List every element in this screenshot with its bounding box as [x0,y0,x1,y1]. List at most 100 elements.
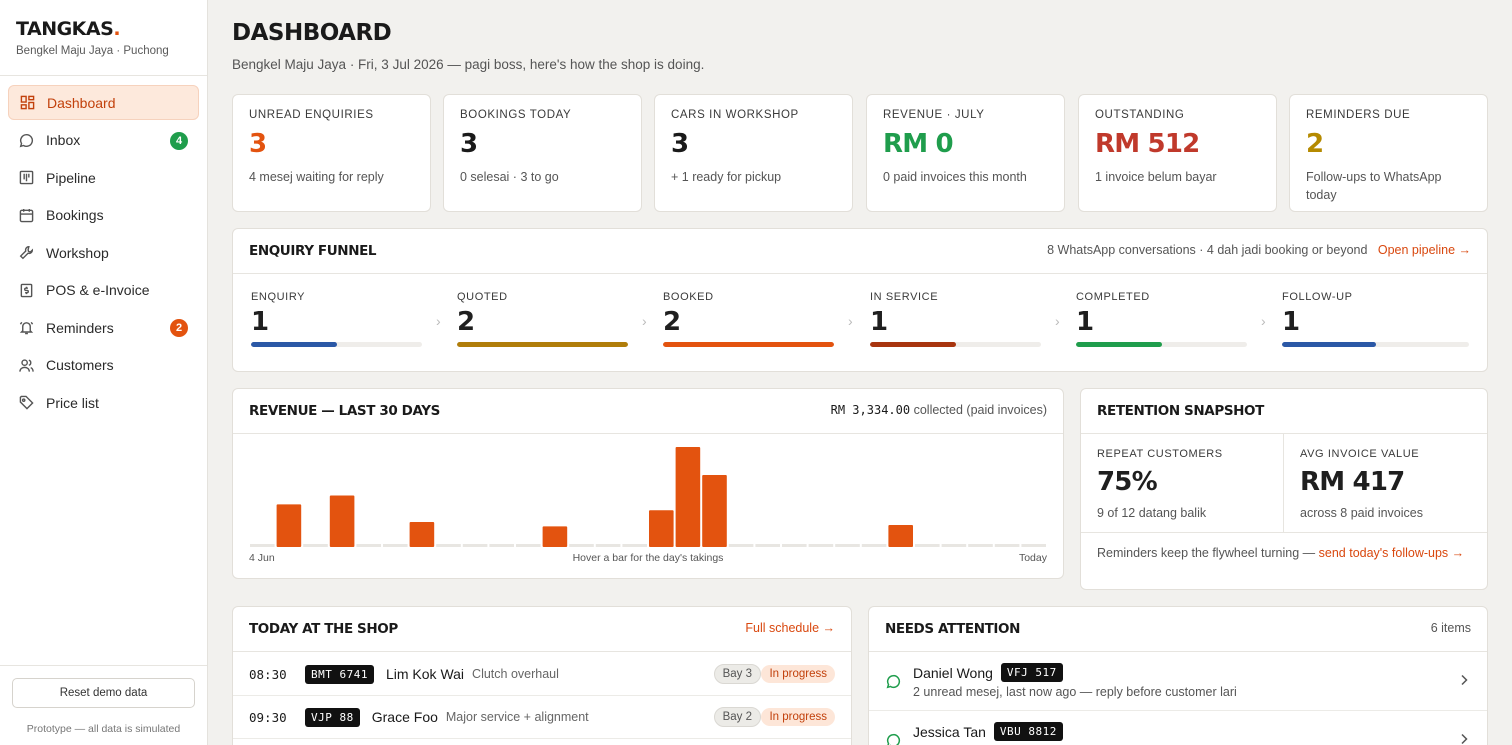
repeat-customers-note: 9 of 12 datang balik [1097,506,1207,520]
revenue-bar-25-jun[interactable] [808,544,834,547]
revenue-bar-6-jun[interactable] [303,544,328,547]
table-row[interactable]: 09:30 VJP 88 Grace Foo Major service + a… [233,696,851,739]
revenue-bar-22-jun[interactable] [728,544,754,547]
customer-name: Grace Foo [371,709,438,725]
revenue-bar-7-jun[interactable] [329,495,355,547]
funnel-stage-value: 1 [1282,307,1300,337]
revenue-header: REVENUE — LAST 30 DAYS RM 3,334.00 colle… [233,389,1063,434]
funnel-stage-label: QUOTED [457,291,508,303]
funnel-stage-bar [870,342,1041,347]
sidebar-item-pipeline[interactable]: Pipeline [8,160,199,195]
booking-time: 08:30 [249,666,287,682]
sidebar-item-label: Workshop [46,244,109,261]
funnel-stage-bar-fill [870,342,956,347]
revenue-bar-21-jun[interactable] [702,474,727,547]
needs-attention-card: NEEDS ATTENTION 6 items Daniel Wong VFJ … [868,606,1488,745]
revenue-bar-15-jun[interactable] [542,526,568,547]
revenue-bar-4-jun[interactable] [250,544,275,547]
revenue-bar-9-jun[interactable] [383,544,408,547]
revenue-bar-1-jul[interactable] [968,544,993,547]
revenue-bar-14-jun[interactable] [516,544,541,547]
sidebar-item-inbox[interactable]: Inbox 4 [8,123,199,158]
kpi-outstanding[interactable]: OUTSTANDING RM 512 1 invoice belum bayar [1078,94,1277,212]
revenue-bar-10-jun[interactable] [409,522,435,547]
full-schedule-link[interactable]: Full schedule → [745,621,835,635]
retention-title: RETENTION SNAPSHOT [1097,403,1264,419]
retention-card: RETENTION SNAPSHOT REPEAT CUSTOMERS 75% … [1080,388,1488,590]
today-at-shop-card: TODAY AT THE SHOP Full schedule → 08:30 … [232,606,852,745]
kanban-icon [18,170,34,186]
revenue-title: REVENUE — LAST 30 DAYS [249,403,440,419]
retention-footer: Reminders keep the flywheel turning — se… [1097,546,1465,560]
receipt-icon [18,282,34,298]
chevron-right-icon: › [1055,313,1060,329]
revenue-bar-26-jun[interactable] [835,544,860,547]
sidebar-item-label: Customers [46,357,114,373]
funnel-stage-bar-fill [1076,342,1162,347]
attention-description: 2 unread mesej, last now ago — reply bef… [913,685,1237,699]
kpi-note: 1 invoice belum bayar [1095,170,1217,184]
send-follow-ups-link[interactable]: send today's follow-ups → [1318,546,1465,560]
funnel-stage-quoted[interactable]: QUOTED 2 [457,291,628,347]
kpi-unread-enquiries[interactable]: UNREAD ENQUIRIES 3 4 mesej waiting for r… [232,94,431,212]
sidebar-item-workshop[interactable]: Workshop [8,235,199,270]
list-item[interactable]: Daniel Wong VFJ 517 2 unread mesej, last… [869,653,1487,711]
brand-logo[interactable]: TANGKAS. [16,18,121,40]
kpi-note: 0 selesai · 3 to go [460,170,559,184]
plate-badge: BMT 6741 [305,664,374,684]
sidebar-item-dashboard[interactable]: Dashboard [8,85,199,120]
revenue-bar-20-jun[interactable] [675,447,701,547]
funnel-stage-completed[interactable]: COMPLETED 1 [1076,291,1247,347]
revenue-bar-30-jun[interactable] [941,544,967,547]
revenue-bar-17-jun[interactable] [595,544,621,547]
revenue-bar-24-jun[interactable] [782,544,807,547]
avg-invoice-note: across 8 paid invoices [1300,506,1423,520]
revenue-bar-3-jul[interactable] [1021,544,1046,547]
funnel-stage-in-service[interactable]: IN SERVICE 1 [870,291,1041,347]
revenue-bar-2-jul[interactable] [994,544,1020,547]
revenue-bar-29-jun[interactable] [915,544,940,547]
sidebar-item-customers[interactable]: Customers [8,348,199,383]
chevron-right-icon [1459,673,1469,691]
revenue-bar-23-jun[interactable] [755,544,780,547]
kpi-reminders-due[interactable]: REMINDERS DUE 2 Follow-ups to WhatsApp t… [1289,94,1488,212]
sidebar-item-price-list[interactable]: Price list [8,385,199,420]
revenue-hint: Hover a bar for the day's takings [572,552,724,564]
sidebar-item-bookings[interactable]: Bookings [8,198,199,233]
funnel-stage-label: ENQUIRY [251,291,306,303]
funnel-stage-booked[interactable]: BOOKED 2 [663,291,834,347]
revenue-bar-13-jun[interactable] [489,544,514,547]
revenue-bar-28-jun[interactable] [888,524,913,547]
sidebar: TANGKAS. Bengkel Maju Jaya · Puchong Das… [0,0,208,745]
sidebar-item-reminders[interactable]: Reminders 2 [8,310,199,345]
funnel-stage-bar [457,342,628,347]
revenue-bar-8-jun[interactable] [356,544,381,547]
revenue-bar-11-jun[interactable] [436,544,461,547]
attention-customer: Daniel Wong VFJ 517 [913,663,1063,682]
sidebar-item-label: POS & e-Invoice [46,282,150,298]
reset-demo-button[interactable]: Reset demo data [12,678,195,708]
kpi-cars-in-workshop[interactable]: CARS IN WORKSHOP 3 + 1 ready for pickup [654,94,853,212]
sidebar-item-label: Dashboard [47,94,116,111]
revenue-bar-chart[interactable] [249,441,1047,547]
funnel-stage-value: 1 [251,307,269,337]
table-row[interactable]: 08:30 BMT 6741 Lim Kok Wai Clutch overha… [233,653,851,696]
kpi-revenue-july[interactable]: REVENUE · JULY RM 0 0 paid invoices this… [866,94,1065,212]
revenue-bar-12-jun[interactable] [462,544,488,547]
open-pipeline-link[interactable]: Open pipeline → [1377,243,1471,257]
funnel-stage-follow-up[interactable]: FOLLOW-UP 1 [1282,291,1469,347]
revenue-bar-19-jun[interactable] [649,510,674,547]
list-item[interactable]: Jessica Tan VBU 8812 [869,712,1487,745]
revenue-bar-18-jun[interactable] [622,544,647,547]
revenue-bar-5-jun[interactable] [276,504,302,547]
kpi-bookings-today[interactable]: BOOKINGS TODAY 3 0 selesai · 3 to go [443,94,642,212]
avg-invoice-label: AVG INVOICE VALUE [1300,448,1420,460]
page-title: DASHBOARD [232,20,392,46]
revenue-bar-27-jun[interactable] [861,544,887,547]
chevron-right-icon: › [1261,313,1266,329]
kpi-value: 2 [1306,129,1324,159]
funnel-stage-enquiry[interactable]: ENQUIRY 1 [251,291,422,347]
chevron-right-icon: › [848,313,853,329]
sidebar-item-pos[interactable]: POS & e-Invoice [8,273,199,308]
revenue-bar-16-jun[interactable] [569,544,594,547]
